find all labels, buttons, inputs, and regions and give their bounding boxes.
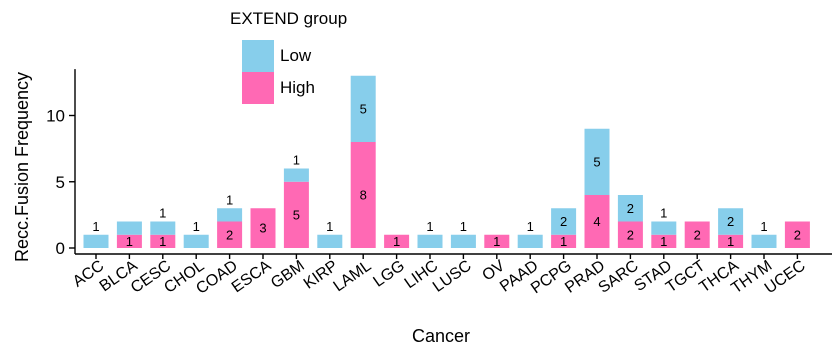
bar-low: [551, 208, 577, 235]
bar-high: [217, 221, 243, 248]
bar-low: [217, 208, 243, 222]
bar-low: [183, 234, 209, 248]
legend-item-high: High: [242, 72, 315, 104]
data-label-low: 1: [660, 206, 667, 221]
bar-high: [784, 221, 810, 248]
x-tick-label: GBM: [268, 257, 308, 292]
x-axis-label: Cancer: [412, 326, 470, 346]
bar-high: [617, 221, 643, 248]
data-label-low: 2: [560, 214, 567, 229]
legend-title: EXTEND group: [230, 9, 348, 28]
data-label-low: 1: [426, 219, 433, 234]
y-axis-label: Recc.Fusion Frequency: [12, 72, 32, 262]
legend-label-high: High: [280, 78, 315, 97]
data-label-high: 8: [360, 188, 367, 203]
bar-low: [517, 234, 543, 248]
data-label-high: 1: [560, 234, 567, 249]
bar-high: [150, 234, 176, 248]
data-label-high: 1: [393, 234, 400, 249]
x-tick-label: LUSC: [430, 257, 475, 295]
bar-high: [250, 208, 276, 248]
y-tick-label: 0: [56, 239, 65, 258]
data-label-high: 1: [126, 234, 133, 249]
data-label-high: 1: [159, 234, 166, 249]
bar-high: [684, 221, 710, 248]
bar-low: [417, 234, 443, 248]
bar-low: [150, 221, 176, 235]
data-label-low: 1: [760, 219, 767, 234]
bar-high: [116, 234, 142, 248]
data-label-high: 1: [660, 234, 667, 249]
legend-swatch-low: [242, 40, 274, 72]
data-label-high: 2: [627, 227, 634, 242]
data-label-low: 1: [226, 192, 233, 207]
legend-item-low: Low: [242, 40, 315, 72]
bar-low: [283, 168, 309, 182]
data-label-high: 1: [493, 234, 500, 249]
data-label-low: 1: [527, 219, 534, 234]
data-label-high: 2: [694, 227, 701, 242]
data-label-low: 1: [326, 219, 333, 234]
bar-low: [450, 234, 476, 248]
y-tick-label: 5: [56, 173, 65, 192]
bar-low: [617, 195, 643, 222]
data-label-low: 1: [159, 206, 166, 221]
bar-high: [350, 142, 376, 248]
legend-label-low: Low: [280, 46, 312, 65]
x-tick-label: LAML: [331, 257, 375, 295]
data-label-high: 2: [226, 227, 233, 242]
data-label-low: 2: [627, 201, 634, 216]
x-tick-label: ESCA: [229, 257, 275, 296]
data-label-low: 1: [193, 219, 200, 234]
data-label-low: 1: [293, 153, 300, 168]
data-label-high: 5: [293, 207, 300, 222]
bar-high: [718, 234, 744, 248]
y-tick-label: 10: [46, 107, 65, 126]
x-tick-label: LGG: [370, 257, 407, 290]
bar-high: [484, 234, 510, 248]
bar-high: [551, 234, 577, 248]
bar-low: [350, 75, 376, 142]
bar-low: [83, 234, 109, 248]
data-label-low: 1: [460, 219, 467, 234]
data-label-high: 3: [259, 221, 266, 236]
plot-area: 05101ACC1BLCA11CESC1CHOL21COAD3ESCA51GBM…: [46, 69, 832, 298]
bar-high: [584, 195, 610, 248]
bar-low: [317, 234, 343, 248]
bar-low: [116, 221, 142, 235]
data-label-low: 5: [360, 101, 367, 116]
bar-low: [751, 234, 777, 248]
data-label-high: 4: [593, 214, 600, 229]
bar-high: [384, 234, 410, 248]
data-label-low: 5: [593, 154, 600, 169]
legend: Low High: [242, 40, 315, 104]
bar-high: [283, 181, 309, 248]
data-label-low: 2: [727, 214, 734, 229]
bar-high: [651, 234, 677, 248]
bar-low: [718, 208, 744, 235]
bar-low: [651, 221, 677, 235]
data-label-high: 1: [727, 234, 734, 249]
legend-swatch-high: [242, 72, 274, 104]
data-label-low: 1: [92, 219, 99, 234]
bar-low: [584, 128, 610, 195]
data-label-high: 2: [794, 227, 801, 242]
